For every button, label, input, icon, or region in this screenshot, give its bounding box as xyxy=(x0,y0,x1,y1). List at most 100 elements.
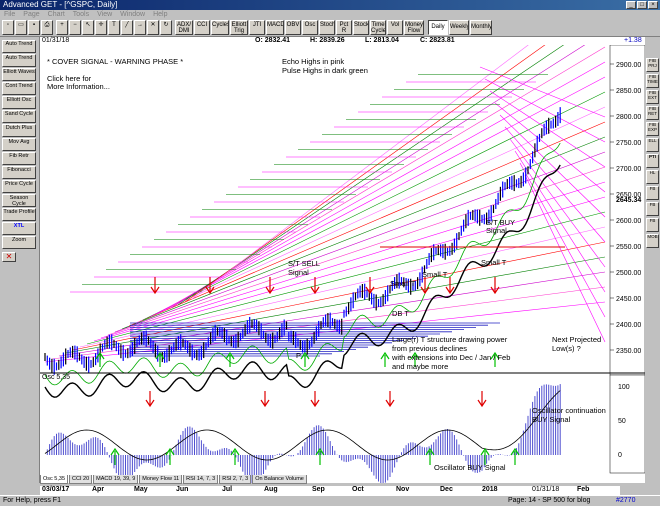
dutch-plus-button[interactable]: Dutch Plus xyxy=(2,124,36,137)
jti-button[interactable]: JTI xyxy=(249,20,265,35)
chart-area[interactable]: 2900.00 2850.00 2800.00 2750.00 2700.00 2650.… xyxy=(40,0,646,485)
ell-button[interactable]: ELL xyxy=(646,138,659,152)
price-label: 2400.00 xyxy=(616,322,641,329)
crosshair-icon[interactable]: ✛ xyxy=(95,20,107,35)
fib-exp-button[interactable]: FIB EXP xyxy=(646,122,659,136)
zoom-out-icon[interactable]: − xyxy=(69,20,81,35)
adx-dmi-button[interactable]: ADX/ DMI xyxy=(175,20,193,35)
menu-view[interactable]: View xyxy=(97,11,113,18)
price-chart-svg[interactable]: 2900.00 2850.00 2800.00 2750.00 2700.00 2650.… xyxy=(40,0,646,485)
vol-button[interactable]: Vol xyxy=(387,20,403,35)
more-info-text[interactable]: More Information... xyxy=(47,82,110,91)
current-price-label: 2645.34 xyxy=(616,197,641,204)
hl-button[interactable]: HL xyxy=(646,170,659,184)
sand-cycle-button[interactable]: Sand Cycle xyxy=(2,110,36,123)
xtl-button[interactable]: XTL xyxy=(2,222,36,235)
monthly-button[interactable]: Monthly xyxy=(470,20,492,35)
osc-buy-arrow-icon xyxy=(425,447,435,465)
sell-arrow-icon xyxy=(365,277,375,295)
current-date: 01/31/18 xyxy=(42,37,70,44)
fib-ext-button[interactable]: FIB EXT xyxy=(646,90,659,104)
price-cycle-button[interactable]: Price Cycle xyxy=(2,180,36,193)
open-icon[interactable]: ▭ xyxy=(15,20,27,35)
menu-page[interactable]: Page xyxy=(23,11,40,18)
stock-button[interactable]: Stock xyxy=(353,20,369,35)
price-label: 2350.00 xyxy=(616,348,641,355)
cont-trend-button[interactable]: Cont Trend xyxy=(2,82,36,95)
fib-prj-button[interactable]: FIB PRJ xyxy=(646,58,659,72)
erase-icon[interactable]: ✕ xyxy=(147,20,159,35)
tab-money-flow[interactable]: Money Flow 11 xyxy=(139,475,183,484)
cursor-icon[interactable]: ↖ xyxy=(82,20,94,35)
line-icon[interactable]: ╱ xyxy=(121,20,133,35)
zoom-button[interactable]: Zoom xyxy=(2,236,36,249)
echo-fan-line xyxy=(163,46,606,312)
osc-button[interactable]: Osc xyxy=(302,20,318,35)
price-label: 2800.00 xyxy=(616,114,641,121)
echo-fan-line xyxy=(65,256,606,354)
tab-rsi-2[interactable]: RSI 2, 7, 3 xyxy=(219,475,252,484)
arrow-icon[interactable]: → xyxy=(134,20,146,35)
stoch-button[interactable]: Stoch xyxy=(319,20,335,35)
text-icon[interactable]: T xyxy=(108,20,120,35)
mov-avg-button[interactable]: Mov Avg xyxy=(2,138,36,151)
auto-trend-button[interactable]: Auto Trend xyxy=(2,40,36,53)
menu-file[interactable]: File xyxy=(4,11,16,18)
menu-help[interactable]: Help xyxy=(153,11,168,18)
menu-tools[interactable]: Tools xyxy=(72,11,90,18)
macd-button[interactable]: MACD xyxy=(266,20,284,35)
tab-osc[interactable]: Osc 5,35 xyxy=(40,475,69,484)
cci-button[interactable]: CCI xyxy=(194,20,210,35)
mob-button[interactable]: MOB xyxy=(646,234,659,248)
small-t-left-text: Small T xyxy=(390,279,416,288)
print-icon[interactable]: ⎙ xyxy=(41,20,53,35)
tab-cci[interactable]: CCI 20 xyxy=(69,475,93,484)
elliott-trig-button[interactable]: Elliott Trig xyxy=(230,20,248,35)
fib-time-button[interactable]: FIB TIME xyxy=(646,74,659,88)
db-t-text: DB T xyxy=(392,309,409,318)
price-label: 2550.00 xyxy=(616,244,641,251)
elliott-osc-button[interactable]: Elliott Osc xyxy=(2,96,36,109)
pti-button[interactable]: PTI xyxy=(646,154,659,168)
price-label: 2750.00 xyxy=(616,140,641,147)
tab-obv[interactable]: On Balance Volume xyxy=(252,475,307,484)
tab-rsi-14[interactable]: RSI 14, 7, 3 xyxy=(183,475,219,484)
menu-chart[interactable]: Chart xyxy=(47,11,65,18)
save-icon[interactable]: ▪ xyxy=(28,20,40,35)
cycles-button[interactable]: Cycles xyxy=(211,20,229,35)
fib-ret-button[interactable]: FIB RET xyxy=(646,106,659,120)
st-buy-signal-text: Signal xyxy=(486,226,507,235)
minimize-button[interactable]: _ xyxy=(626,1,636,9)
elliott-waves-button[interactable]: Elliott Waves xyxy=(2,68,36,81)
trade-profile-button[interactable]: Trade Profile xyxy=(2,208,36,221)
buy-arrow-icon xyxy=(380,351,390,367)
close-button[interactable]: × xyxy=(648,1,658,9)
moving-average-fast xyxy=(44,142,561,386)
fib-retr-button[interactable]: Fib Retr xyxy=(2,152,36,165)
obv-button[interactable]: OBV xyxy=(285,20,301,35)
close-value: C: 2823.81 xyxy=(420,37,455,44)
fb-button-1[interactable]: FB xyxy=(646,186,659,200)
money-flow-button[interactable]: Money Flow xyxy=(404,20,424,35)
fibonacci-button[interactable]: Fibonacci xyxy=(2,166,36,179)
maximize-button[interactable]: □ xyxy=(637,1,647,9)
window-title: Advanced GET - [^GSPC, Daily] xyxy=(3,0,118,9)
month-aug: Aug xyxy=(264,486,278,493)
refresh-icon[interactable]: ↻ xyxy=(160,20,172,35)
zoom-in-icon[interactable]: + xyxy=(56,20,68,35)
daily-button[interactable]: Daily xyxy=(428,20,448,35)
time-cycle-button[interactable]: Time Cycle xyxy=(370,20,386,35)
pct-r-button[interactable]: Pct R xyxy=(336,20,352,35)
new-icon[interactable]: ▫ xyxy=(2,20,14,35)
tab-macd[interactable]: MACD 19, 39, 9 xyxy=(93,475,139,484)
menu-window[interactable]: Window xyxy=(120,11,146,18)
auto-trend-2-button[interactable]: Auto Trend xyxy=(2,54,36,67)
fb-button-3[interactable]: FB xyxy=(646,218,659,232)
osc-axis-panel xyxy=(609,374,646,474)
season-cycle-button[interactable]: Season Cycle xyxy=(2,194,36,207)
delete-icon[interactable]: ✕ xyxy=(2,252,16,262)
price-label: 2700.00 xyxy=(616,166,641,173)
click-here-text[interactable]: Click here for xyxy=(47,74,92,83)
weekly-button[interactable]: Weekly xyxy=(449,20,469,35)
fb-button-2[interactable]: FB xyxy=(646,202,659,216)
